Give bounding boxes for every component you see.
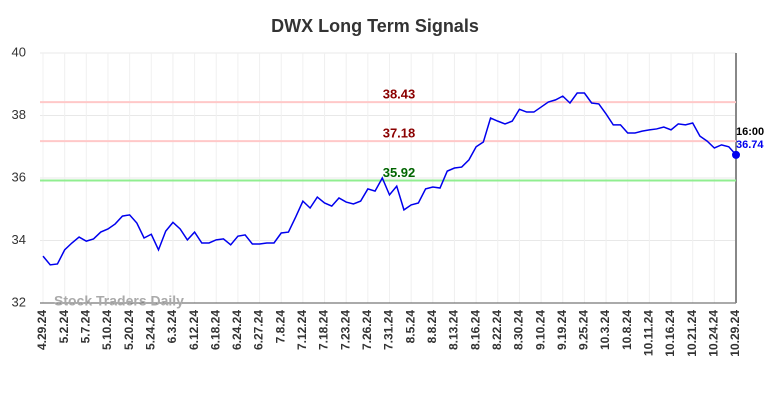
last-point: [732, 150, 740, 159]
price-line: [42, 92, 737, 266]
x-tick-label: 7.12.24: [295, 310, 309, 350]
x-tick-label: 6.12.24: [187, 310, 201, 350]
x-tick-label: 7.18.24: [317, 310, 331, 350]
level-label: 38.43: [383, 87, 416, 102]
x-tick-label: 10.21.24: [685, 310, 699, 357]
x-tick-label: 7.23.24: [338, 310, 352, 350]
x-tick-label: 9.10.24: [533, 310, 547, 350]
x-tick-label: 5.10.24: [100, 310, 114, 350]
x-tick-label: 5.7.24: [78, 310, 92, 344]
x-tick-label: 6.3.24: [165, 310, 179, 344]
x-tick-label: 8.5.24: [403, 310, 417, 344]
y-tick-label: 38: [12, 107, 26, 122]
y-tick-label: 36: [12, 169, 26, 184]
x-tick-label: 8.16.24: [468, 310, 482, 350]
level-label: 37.18: [383, 126, 416, 141]
x-tick-label: 8.13.24: [447, 310, 461, 350]
x-tick-label: 9.25.24: [577, 310, 591, 350]
chart-title: DWX Long Term Signals: [271, 16, 479, 36]
x-tick-label: 7.31.24: [382, 310, 396, 350]
x-tick-label: 10.16.24: [663, 310, 677, 357]
last-value: 36.74: [736, 139, 764, 151]
x-tick-label: 7.8.24: [273, 310, 287, 344]
watermark: Stock Traders Daily: [54, 293, 184, 309]
level-label: 35.92: [383, 165, 416, 180]
x-tick-label: 10.24.24: [707, 310, 721, 357]
x-tick-label: 10.11.24: [642, 310, 656, 356]
y-tick-label: 34: [12, 232, 26, 247]
x-tick-label: 8.30.24: [512, 310, 526, 350]
y-tick-label: 40: [12, 44, 26, 59]
last-time: 16:00: [736, 126, 764, 138]
x-tick-label: 5.2.24: [57, 310, 71, 344]
x-tick-label: 6.24.24: [230, 310, 244, 350]
x-tick-label: 7.26.24: [360, 310, 374, 350]
x-tick-label: 6.27.24: [252, 310, 266, 350]
x-tick-label: 8.22.24: [490, 310, 504, 350]
x-tick-label: 10.29.24: [728, 310, 742, 357]
x-tick-label: 10.8.24: [620, 310, 634, 350]
x-tick-label: 8.8.24: [425, 310, 439, 344]
x-tick-label: 4.29.24: [35, 310, 49, 350]
x-tick-label: 5.24.24: [143, 310, 157, 350]
x-tick-label: 6.18.24: [208, 310, 222, 350]
x-tick-label: 5.20.24: [122, 310, 136, 350]
x-tick-label: 9.19.24: [555, 310, 569, 350]
x-tick-label: 10.3.24: [598, 310, 612, 350]
y-tick-label: 32: [12, 294, 26, 309]
